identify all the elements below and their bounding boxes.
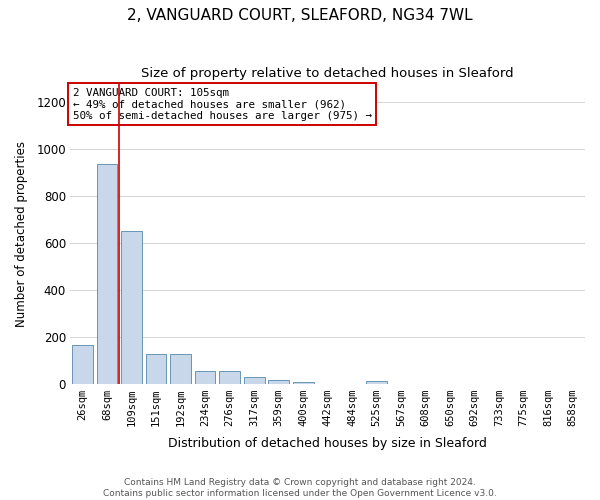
Text: Contains HM Land Registry data © Crown copyright and database right 2024.
Contai: Contains HM Land Registry data © Crown c… [103, 478, 497, 498]
Text: 2, VANGUARD COURT, SLEAFORD, NG34 7WL: 2, VANGUARD COURT, SLEAFORD, NG34 7WL [127, 8, 473, 22]
Bar [146, 354, 166, 384]
Bar [170, 354, 191, 384]
Title: Size of property relative to detached houses in Sleaford: Size of property relative to detached ho… [142, 68, 514, 80]
Bar [219, 372, 240, 384]
Bar [244, 377, 265, 384]
Bar [97, 164, 118, 384]
Bar [268, 380, 289, 384]
Bar [293, 382, 314, 384]
Text: 2 VANGUARD COURT: 105sqm
← 49% of detached houses are smaller (962)
50% of semi-: 2 VANGUARD COURT: 105sqm ← 49% of detach… [73, 88, 372, 121]
Bar [121, 232, 142, 384]
X-axis label: Distribution of detached houses by size in Sleaford: Distribution of detached houses by size … [168, 437, 487, 450]
Bar [72, 346, 93, 384]
Bar [366, 382, 387, 384]
Y-axis label: Number of detached properties: Number of detached properties [15, 140, 28, 326]
Bar [194, 372, 215, 384]
